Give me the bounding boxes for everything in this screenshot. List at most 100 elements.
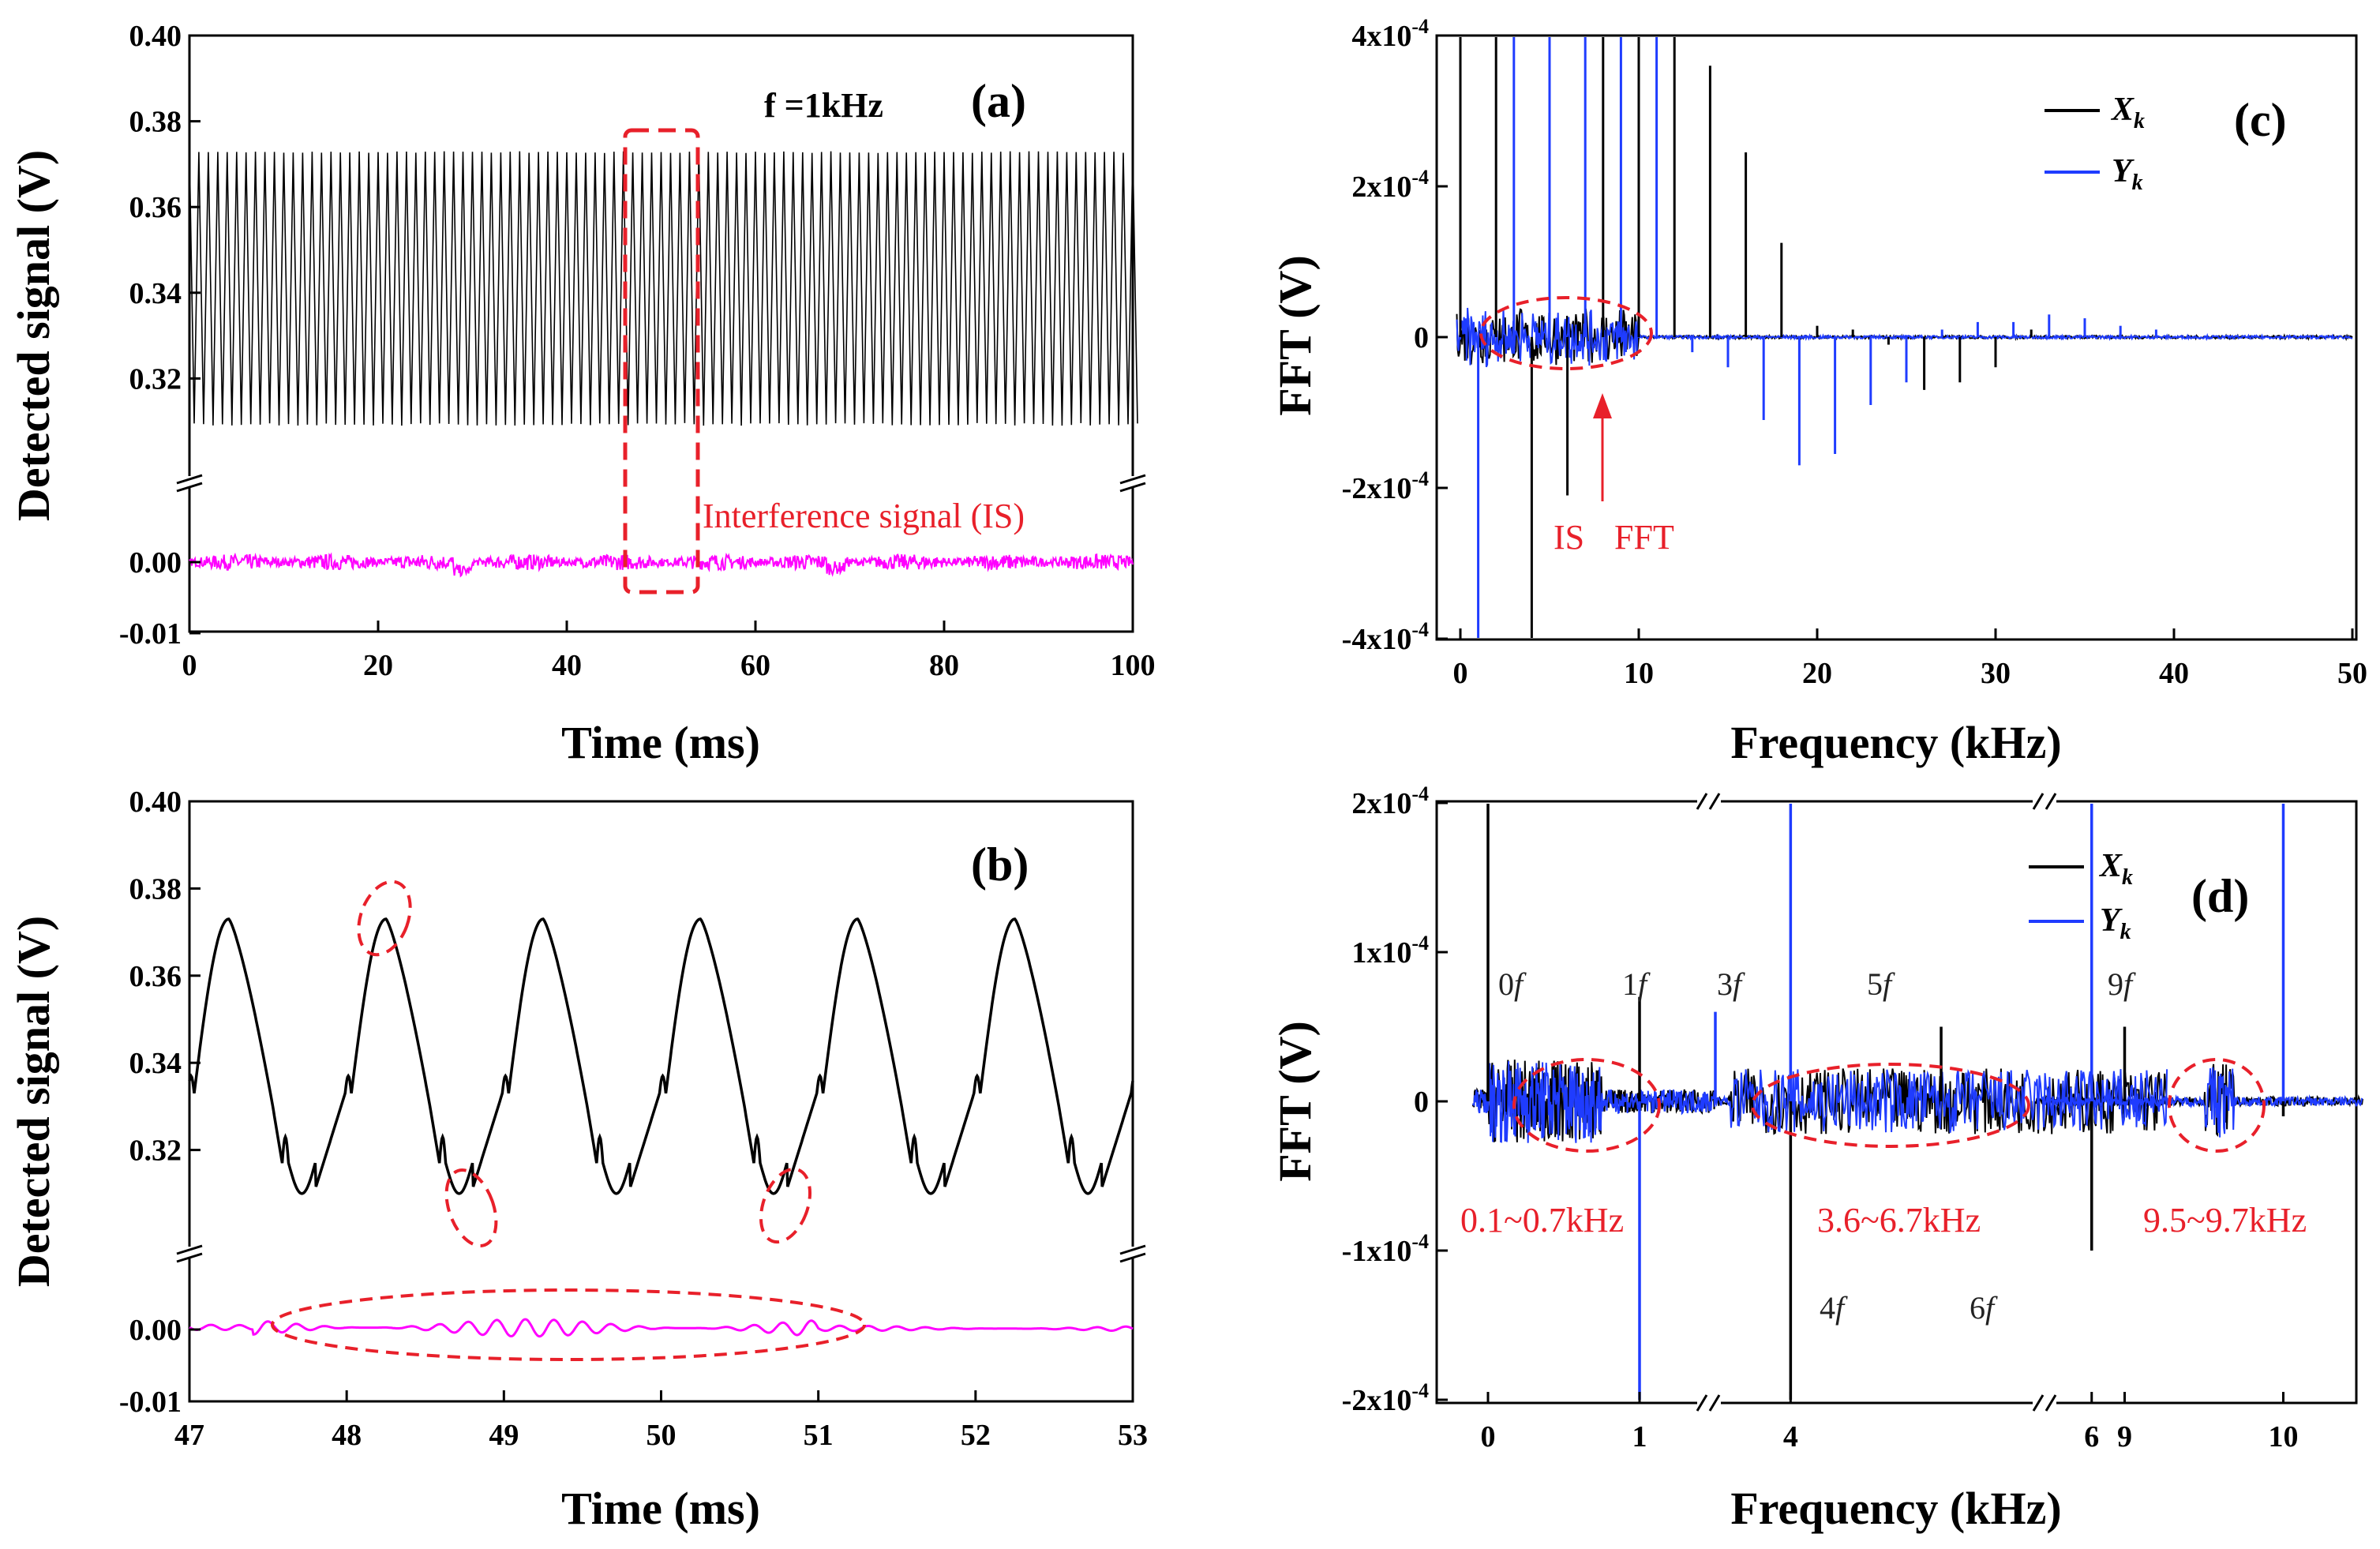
panel-d-y-tick-label: 1x10-4 [1351,932,1429,970]
panel-d-x-tick-label: 0 [1481,1420,1496,1453]
highlight-high-band [2168,1058,2266,1153]
panel-a-axis-break [176,474,1146,493]
panel-b-y-tick-label: 0.34 [129,1047,182,1080]
highlight-peak-circle [357,880,412,957]
panel-b-y-axis-label: Detected signal (V) [8,916,59,1287]
panel-a-frame [188,34,1134,633]
panel-a-detected-signal-line [189,151,1138,426]
panel-d-x-tick-label: 10 [2269,1420,2299,1453]
panel-d-range-low: 0.1~0.7kHz [1460,1201,1624,1240]
panel-d-x-tick-label: 9 [2117,1420,2132,1453]
highlight-low-band [1512,1058,1661,1153]
panel-a-highlight-window [623,128,700,594]
panel-d-legend: Xk Yk [2029,848,2133,944]
panel-b-detected-signal-line [188,917,1134,1195]
panel-b-y-ticks: 0.40 0.38 0.36 0.34 0.32 0.00 -0.01 [119,786,201,1419]
panel-d-x-tick-label: 4 [1783,1420,1798,1453]
panel-b-is-line [189,1318,1134,1338]
panel-d-range-high: 9.5~9.7kHz [2143,1201,2307,1240]
panel-a-y-tick-label: -0.01 [119,617,182,651]
highlight-trough-circle-1 [444,1168,498,1247]
panel-a-x-axis-label: Time (ms) [561,717,760,768]
panel-a-y-tick-label: 0.36 [129,191,182,224]
panel-d-harmonic-labels: 0f 1f 3f 5f 9f 4f 6f [1498,966,2136,1326]
legend-xk-label: Xk [2098,848,2133,890]
panel-c-x-tick-label: 40 [2159,657,2189,690]
panel-b-x-tick-label: 49 [489,1419,519,1452]
panel-d-yk-noise [2045,1067,2363,1138]
panel-b-y-tick-label: -0.01 [119,1386,182,1419]
panel-d-axis-breaks [1696,793,2057,1412]
panel-d-x-tick-label: 6 [2084,1420,2099,1453]
panel-d: (d) Xk Yk 0f 1f 3f 5f 9f 4f 6f 0.1~0.7kH… [1269,782,2363,1534]
panel-b-y-tick-label: 0.38 [129,872,182,906]
panel-c-y-ticks: 4x10-4 2x10-4 0 -2x10-4 -4x10-4 [1342,15,1448,656]
panel-c-y-tick-label: -4x10-4 [1342,618,1429,656]
panel-d-label: (d) [2191,870,2249,922]
panel-a-x-tick-label: 40 [552,649,582,682]
panel-b-x-tick-label: 51 [804,1419,834,1452]
panel-b-y-tick-label: 0.40 [129,786,182,819]
panel-b-y-tick-label: 0.36 [129,960,182,993]
panel-b-y-tick-label: 0.00 [129,1314,182,1347]
panel-c-x-tick-label: 10 [1624,657,1654,690]
panel-b-highlight-circles [271,880,866,1361]
panel-c-is-ellipse [1479,296,1653,370]
panel-c-x-axis-label: Frequency (kHz) [1730,717,2061,768]
panel-c-plot [1456,37,2353,638]
panel-b-x-ticks: 47 48 49 50 51 52 53 [174,1390,1148,1452]
panel-c: IS FFT (c) Xk Yk 4x10-4 2x10-4 0 -2x10-4 -4x… [1269,15,2367,768]
panel-b-axis-break [176,1244,1146,1263]
panel-b-x-tick-label: 50 [647,1419,677,1452]
panel-b-frame [188,800,1134,1403]
panel-d-range-mid: 3.6~6.7kHz [1817,1201,1981,1240]
harmonic-4f: 4f [1820,1290,1848,1326]
panel-b-y-tick-label: 0.32 [129,1135,182,1168]
panel-c-label: (c) [2234,94,2287,146]
panel-d-x-tick-label: 1 [1632,1420,1647,1453]
panel-a-y-ticks: 0.40 0.38 0.36 0.34 0.32 0.00 -0.01 [119,20,201,651]
panel-a: f =1kHz (a) Interference signal (IS) 0.4… [8,20,1156,768]
panel-c-y-tick-label: 4x10-4 [1351,15,1429,53]
panel-a-y-tick-label: 0.40 [129,20,182,53]
legend-yk-label: Yk [2112,153,2143,195]
harmonic-5f: 5f [1867,966,1895,1002]
legend-xk-label: Xk [2110,92,2145,133]
harmonic-9f: 9f [2108,966,2136,1002]
panel-c-y-axis-label: FFT (V) [1269,255,1321,416]
panel-c-x-tick-label: 30 [1981,657,2011,690]
legend-yk-label: Yk [2100,902,2131,944]
panel-c-arrow-head [1593,393,1612,418]
panel-d-y-ticks: 2x10-4 1x10-4 0 -1x10-4 -2x10-4 [1342,782,1448,1417]
panel-a-y-tick-label: 0.34 [129,277,182,310]
panel-a-label: (a) [971,75,1026,127]
panel-c-legend: Xk Yk [2045,92,2145,195]
panel-d-y-tick-label: -2x10-4 [1342,1379,1429,1417]
harmonic-1f: 1f [1622,966,1651,1002]
panel-d-x-ticks: 0 1 4 6 9 10 [1481,1392,2299,1453]
panel-a-y-tick-label: 0.00 [129,546,182,579]
panel-a-x-tick-label: 20 [363,649,393,682]
panel-c-y-tick-label: 0 [1414,321,1429,354]
harmonic-0f: 0f [1498,966,1527,1002]
panel-b-x-axis-label: Time (ms) [561,1483,760,1534]
panel-d-y-tick-label: 2x10-4 [1351,782,1429,820]
panel-d-y-axis-label: FFT (V) [1269,1021,1321,1182]
panel-a-is-annotation: Interference signal (IS) [703,497,1025,535]
panel-a-x-tick-label: 80 [929,649,959,682]
panel-a-x-tick-label: 0 [182,649,197,682]
panel-b-label: (b) [971,838,1029,891]
panel-c-fft-annotation: FFT [1614,518,1674,557]
panel-d-y-tick-label: -1x10-4 [1342,1230,1429,1268]
panel-d-x-axis-label: Frequency (kHz) [1730,1483,2061,1534]
panel-b-x-tick-label: 48 [332,1419,362,1452]
panel-c-x-tick-label: 50 [2337,657,2367,690]
panel-b-x-tick-label: 53 [1118,1419,1148,1452]
panel-c-x-tick-label: 20 [1802,657,1832,690]
panel-b-plot [188,917,1134,1338]
panel-a-y-axis-label: Detected signal (V) [8,150,59,521]
panel-c-yk-noise [1456,307,2353,368]
highlight-mid-band [1751,1063,2030,1148]
panel-d-highlight-ellipses [1512,1058,2266,1153]
